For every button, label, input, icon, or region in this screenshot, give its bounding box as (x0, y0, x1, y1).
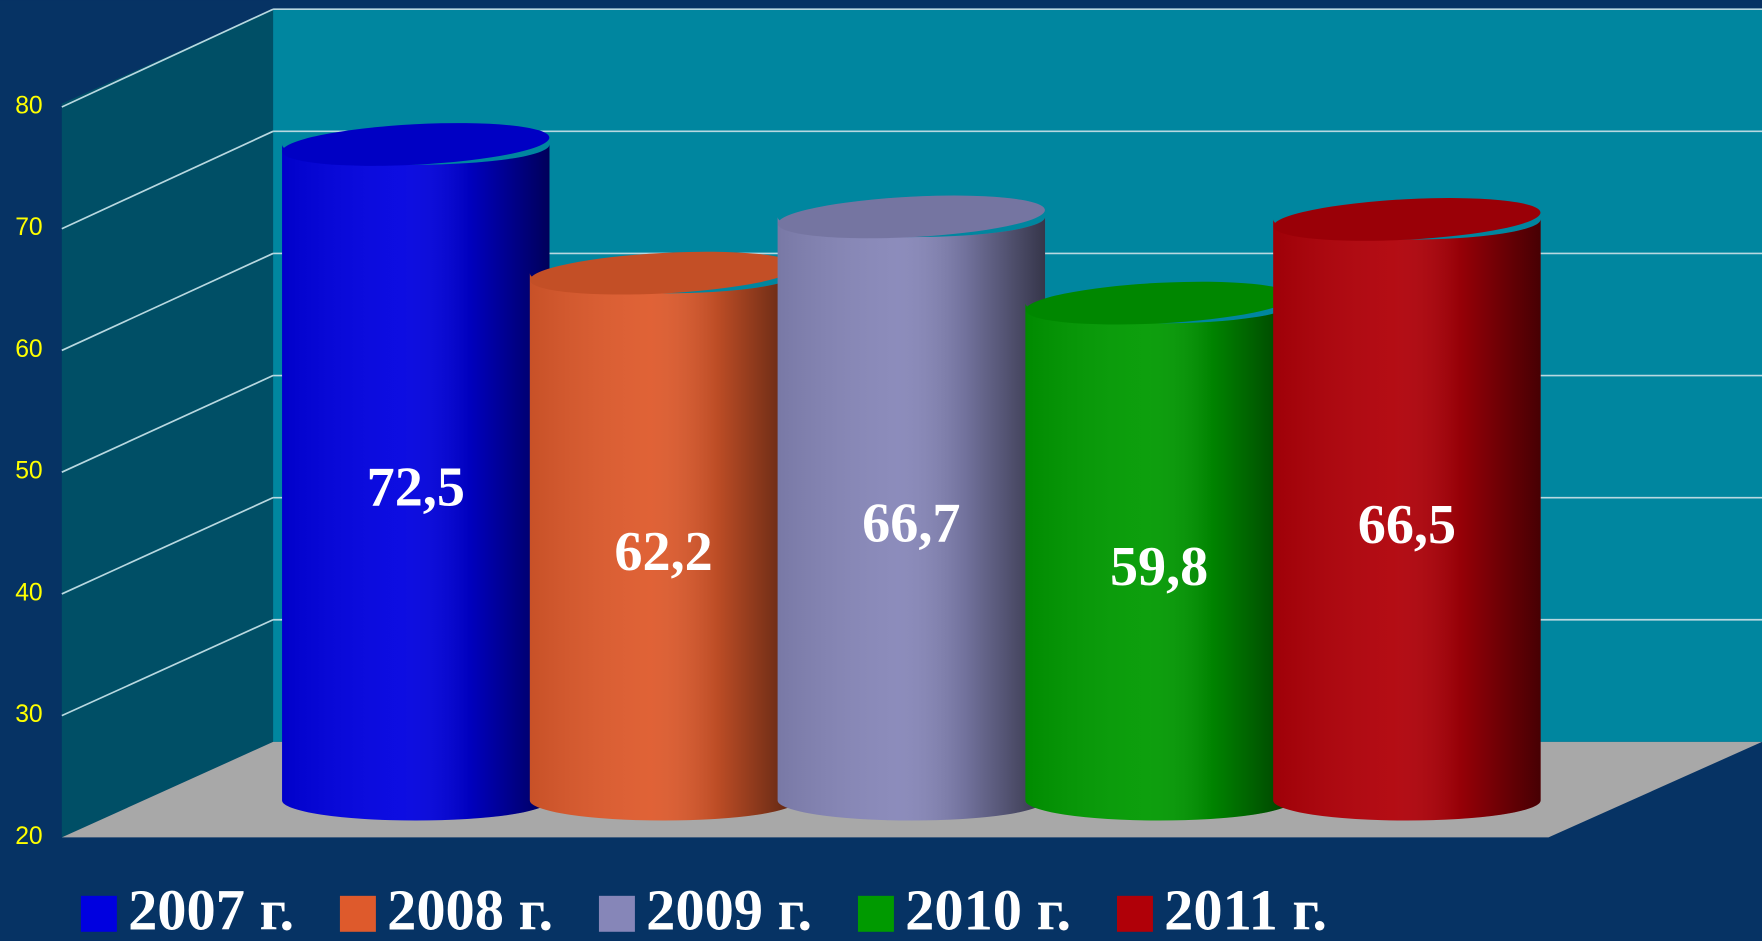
cylinder-shade (282, 144, 550, 821)
cylinder-shade (1025, 303, 1293, 821)
cylinder-top-shade (1273, 198, 1541, 241)
legend-swatch (1116, 895, 1153, 932)
legend-swatch (857, 895, 894, 932)
cylinder-top (1025, 281, 1293, 325)
value-label: 66,5 (1358, 494, 1456, 556)
legend-label: 2008 г. (387, 877, 553, 941)
cylinder-top-shade (777, 195, 1045, 239)
cylinder-shade (1273, 219, 1541, 821)
legend-label: 2011 г. (1164, 877, 1327, 941)
cylinder-shade (529, 273, 798, 821)
cylinder-top-shade (1025, 281, 1293, 325)
y-tick-label: 70 (15, 214, 43, 241)
y-tick-label: 20 (15, 823, 43, 850)
cylinder-top (282, 123, 550, 166)
legend-swatch (339, 895, 376, 932)
grid-line (61, 619, 274, 717)
y-tick-label: 30 (15, 701, 43, 728)
value-label: 59,8 (1110, 536, 1208, 598)
y-tick-label: 60 (15, 336, 43, 363)
cylinder-top (777, 195, 1045, 239)
cylinder-top-shade (282, 123, 550, 166)
y-tick-label: 40 (15, 579, 43, 606)
value-label: 66,7 (862, 493, 960, 555)
legend-label: 2009 г. (646, 877, 812, 941)
grid-line (61, 374, 274, 473)
grid-line (61, 8, 274, 108)
value-label: 62,2 (614, 521, 712, 583)
cylinder-shade (777, 216, 1046, 821)
y-tick-label: 50 (15, 458, 43, 485)
cylinder-top (1273, 198, 1541, 241)
grid-line (61, 130, 274, 230)
y-tick-label: 80 (15, 93, 43, 120)
grid-line (61, 496, 274, 595)
legend-label: 2010 г. (905, 877, 1071, 941)
legend-swatch (598, 895, 635, 932)
value-label: 72,5 (367, 457, 465, 519)
cylinder-top (530, 251, 798, 295)
cylinder-top-shade (530, 251, 798, 295)
legend-label: 2007 г. (128, 877, 294, 941)
legend-swatch (80, 895, 117, 932)
grid-line (61, 252, 274, 352)
